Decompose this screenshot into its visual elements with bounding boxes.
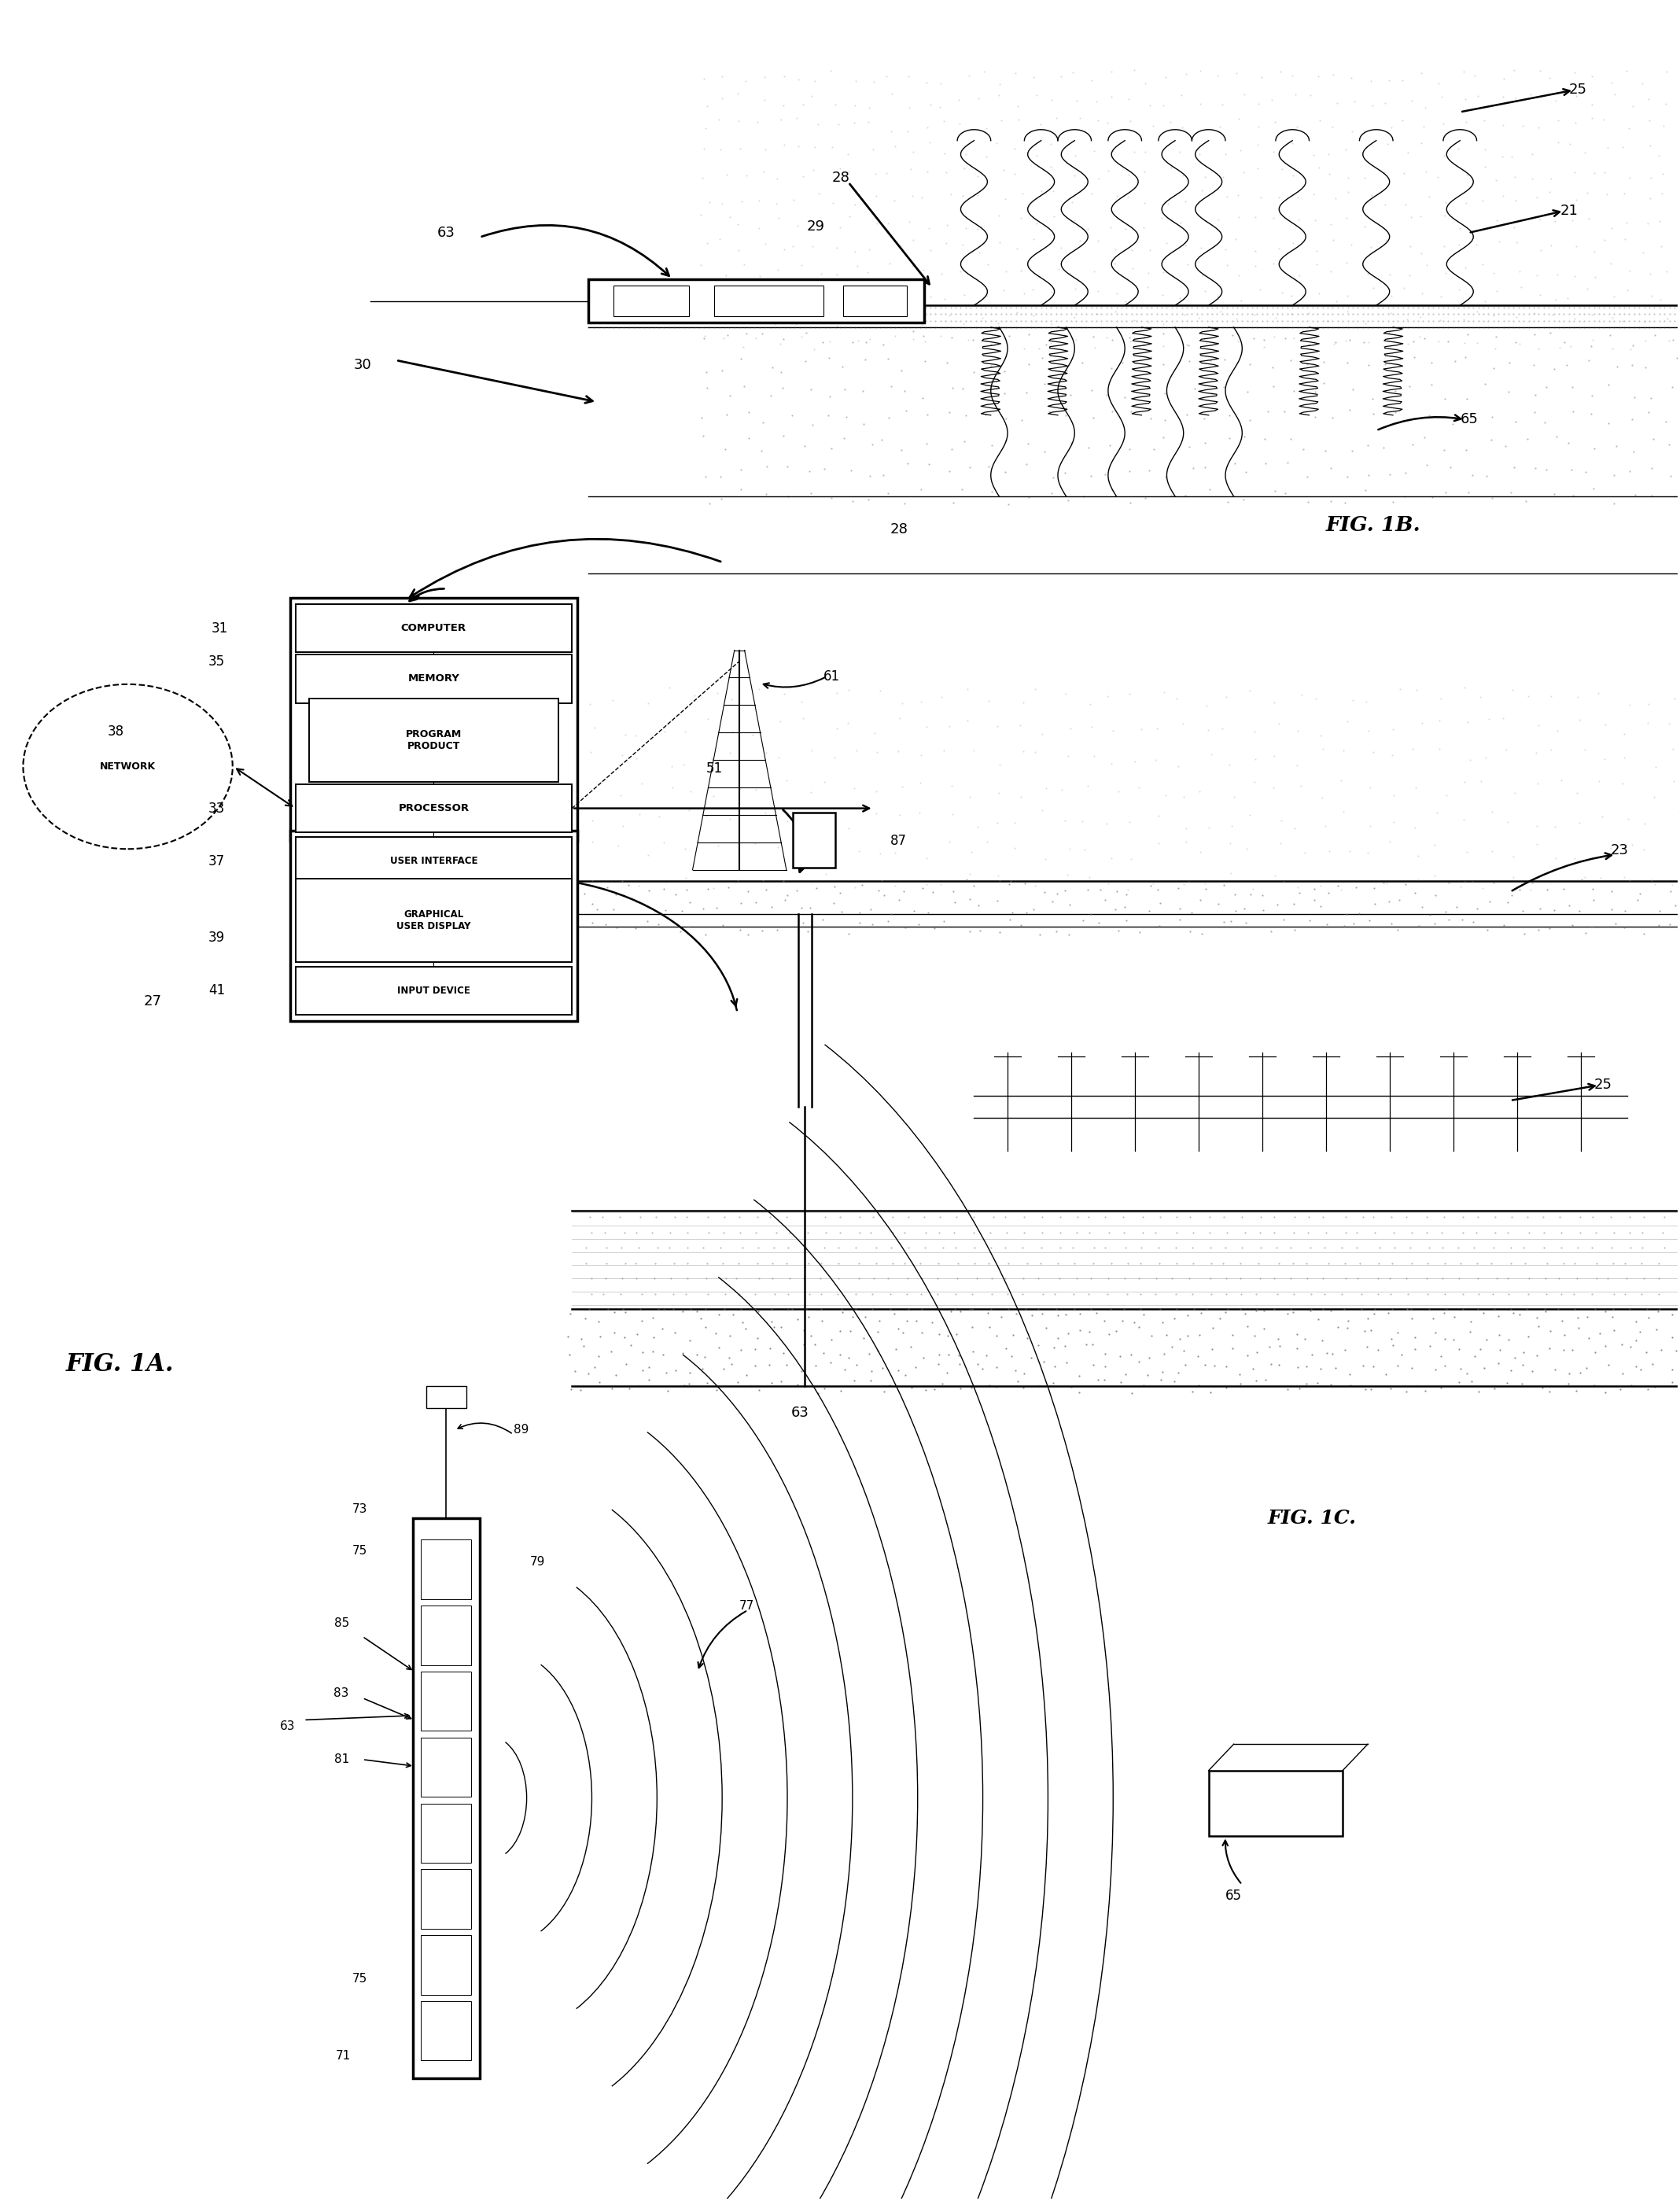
Text: 65: 65: [1460, 412, 1478, 427]
Text: 75: 75: [353, 1974, 368, 1985]
Text: 23: 23: [1611, 843, 1630, 856]
Bar: [422, 1935, 472, 1994]
Text: 30: 30: [353, 357, 371, 372]
Bar: [413, 1519, 480, 2078]
Text: 33: 33: [208, 801, 225, 814]
Text: 65: 65: [1225, 1888, 1242, 1902]
Bar: [422, 2001, 472, 2060]
Text: FIG. 1A.: FIG. 1A.: [66, 1351, 175, 1376]
Bar: [1208, 1770, 1342, 1836]
Text: 73: 73: [353, 1503, 368, 1514]
Text: FIG. 1B.: FIG. 1B.: [1326, 515, 1421, 535]
Bar: [588, 280, 924, 324]
Bar: [422, 1869, 472, 1928]
Bar: [296, 836, 571, 885]
Bar: [427, 1387, 467, 1409]
Bar: [613, 286, 689, 317]
Text: 29: 29: [806, 220, 825, 233]
Text: 61: 61: [823, 669, 840, 685]
Bar: [296, 603, 571, 651]
Text: 37: 37: [208, 854, 225, 867]
Bar: [291, 596, 576, 841]
Text: 63: 63: [437, 227, 455, 240]
Text: 41: 41: [208, 984, 225, 997]
Text: INPUT DEVICE: INPUT DEVICE: [396, 986, 470, 995]
Text: PROCESSOR: PROCESSOR: [398, 803, 469, 814]
Text: 77: 77: [739, 1600, 754, 1611]
Bar: [296, 966, 571, 1015]
Text: USER INTERFACE: USER INTERFACE: [390, 856, 477, 867]
Text: FIG. 1C.: FIG. 1C.: [1267, 1508, 1356, 1527]
Text: 85: 85: [334, 1618, 349, 1629]
Text: 89: 89: [514, 1424, 529, 1435]
Text: 71: 71: [336, 2049, 351, 2062]
Text: 28: 28: [890, 522, 907, 537]
Text: 79: 79: [529, 1556, 546, 1567]
Text: 21: 21: [1561, 205, 1579, 218]
Text: MEMORY: MEMORY: [408, 674, 460, 685]
Text: 25: 25: [1594, 1078, 1613, 1092]
Text: 28: 28: [832, 172, 850, 185]
Text: 63: 63: [791, 1406, 808, 1420]
Text: NETWORK: NETWORK: [99, 762, 156, 773]
Bar: [793, 812, 835, 867]
Bar: [843, 286, 907, 317]
Bar: [296, 654, 571, 702]
Text: COMPUTER: COMPUTER: [402, 623, 467, 634]
Bar: [291, 830, 576, 1021]
Text: 87: 87: [890, 834, 907, 847]
Bar: [422, 1737, 472, 1796]
Bar: [422, 1671, 472, 1730]
Text: 27: 27: [144, 995, 161, 1008]
Text: PROGRAM
PRODUCT: PROGRAM PRODUCT: [405, 729, 462, 751]
Text: 35: 35: [208, 654, 225, 669]
Bar: [309, 698, 558, 781]
Bar: [296, 878, 571, 962]
Bar: [422, 1803, 472, 1862]
Text: 38: 38: [108, 724, 124, 740]
Text: 31: 31: [212, 621, 228, 636]
Text: 39: 39: [208, 931, 225, 944]
Text: 25: 25: [1569, 84, 1588, 97]
Text: 63: 63: [281, 1721, 296, 1732]
Bar: [296, 784, 571, 832]
Text: 75: 75: [353, 1545, 368, 1556]
Bar: [714, 286, 823, 317]
Bar: [422, 1541, 472, 1600]
Text: 81: 81: [334, 1754, 349, 1765]
Text: GRAPHICAL
USER DISPLAY: GRAPHICAL USER DISPLAY: [396, 909, 470, 931]
Bar: [422, 1607, 472, 1664]
Text: 51: 51: [706, 762, 722, 777]
Text: 83: 83: [334, 1688, 349, 1699]
